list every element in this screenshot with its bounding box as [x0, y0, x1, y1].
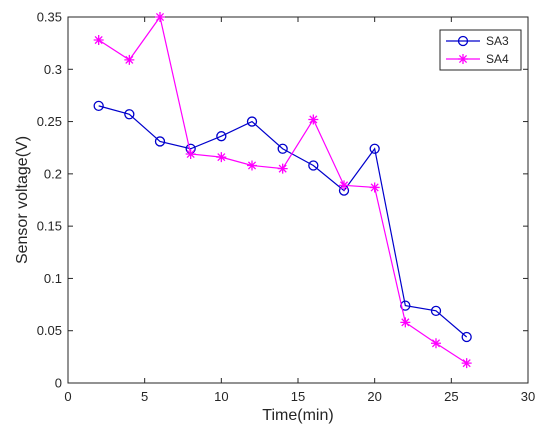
- x-tick-label: 10: [214, 389, 228, 404]
- legend-box: [439, 29, 522, 71]
- data-point: [185, 148, 196, 159]
- y-tick-label: 0.3: [44, 62, 62, 77]
- data-point: [308, 114, 319, 125]
- series-layer: [93, 12, 472, 369]
- x-axis-title: Time(min): [262, 407, 333, 424]
- data-point: [461, 331, 472, 343]
- asterisk-marker: [185, 148, 196, 159]
- data-point: [155, 12, 165, 22]
- data-point: [458, 54, 468, 64]
- plot-frame: [67, 16, 529, 384]
- asterisk-marker: [431, 338, 441, 349]
- data-point: [369, 182, 380, 193]
- data-point: [369, 143, 380, 154]
- asterisk-marker: [369, 182, 380, 193]
- plot-area: [67, 16, 529, 384]
- data-point: [277, 143, 288, 154]
- y-tick-label: 0.05: [37, 323, 62, 338]
- data-point: [93, 35, 104, 46]
- data-point: [457, 35, 469, 47]
- data-point: [124, 54, 135, 65]
- legend-item-sa3: SA3: [446, 34, 509, 48]
- y-axis-title: Sensor voltage(V): [14, 136, 31, 264]
- asterisk-marker: [277, 163, 288, 174]
- asterisk-marker: [400, 317, 411, 328]
- data-point: [154, 136, 166, 147]
- data-point: [400, 317, 411, 328]
- data-point: [216, 131, 227, 142]
- y-tick-label: 0.35: [37, 10, 62, 25]
- data-point: [246, 116, 258, 127]
- asterisk-marker: [308, 114, 319, 125]
- asterisk-marker: [339, 180, 349, 191]
- x-tick-label: 0: [64, 389, 71, 404]
- data-point: [400, 300, 411, 311]
- series-sa3: [93, 100, 472, 343]
- asterisk-marker: [155, 12, 165, 22]
- data-point: [247, 160, 257, 171]
- asterisk-marker: [93, 35, 104, 46]
- data-point: [431, 338, 441, 349]
- data-point: [308, 160, 319, 171]
- y-tick-label: 0.25: [37, 114, 62, 129]
- x-tick-label: 30: [521, 389, 535, 404]
- data-point: [339, 180, 349, 191]
- asterisk-marker: [247, 160, 257, 171]
- x-tick-label: 15: [291, 389, 305, 404]
- x-tick-label: 5: [141, 389, 148, 404]
- data-point: [430, 305, 442, 316]
- y-tick-label: 0.2: [44, 166, 62, 181]
- asterisk-marker: [124, 54, 135, 65]
- y-tick-label: 0.15: [37, 219, 62, 234]
- asterisk-marker: [461, 358, 472, 369]
- series-line: [98, 105, 468, 338]
- y-axis: 0 0.05 0.1 0.15 0.2 0.25 0.3 0.35: [37, 10, 528, 391]
- data-point: [461, 358, 472, 369]
- x-tick-label: 20: [367, 389, 381, 404]
- x-axis: 0 5 10 15 20 25 30: [64, 17, 535, 404]
- y-tick-label: 0.1: [44, 271, 62, 286]
- data-point: [93, 100, 104, 112]
- legend-label: SA3: [486, 34, 509, 48]
- data-point: [277, 163, 288, 174]
- legend-label: SA4: [486, 52, 509, 66]
- data-point: [124, 109, 135, 120]
- x-tick-label: 25: [444, 389, 458, 404]
- y-tick-label: 0: [55, 376, 62, 391]
- series-sa4: [93, 12, 472, 369]
- data-point: [216, 152, 227, 163]
- legend-item-sa4: SA4: [446, 52, 509, 66]
- asterisk-marker: [216, 152, 227, 163]
- asterisk-marker: [458, 54, 468, 64]
